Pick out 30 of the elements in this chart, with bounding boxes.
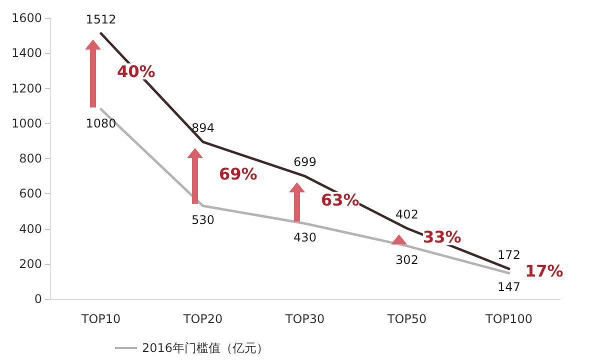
y-tick-label: 1600 <box>11 11 42 25</box>
data-label: 430 <box>294 230 316 244</box>
y-tick-label: 200 <box>19 256 42 271</box>
legend-label: 2016年门槛值（亿元） <box>142 341 269 355</box>
annotation: 69% <box>219 164 258 184</box>
y-tick-label: 1400 <box>11 46 42 60</box>
x-tick-label: TOP50 <box>386 312 427 326</box>
annotation: 17% <box>525 261 564 280</box>
annotation: 63% <box>321 190 360 210</box>
data-label: 699 <box>294 155 316 170</box>
y-tick-label: 600 <box>19 186 42 201</box>
y-tick-label: 1200 <box>11 81 42 96</box>
data-label: 1080 <box>86 116 116 130</box>
data-label: 530 <box>192 212 214 227</box>
annotation: 33% <box>423 228 462 247</box>
data-label: 147 <box>498 280 520 294</box>
y-tick-label: 400 <box>19 222 42 236</box>
data-label: 302 <box>396 252 418 267</box>
x-tick-label: TOP30 <box>284 312 325 326</box>
data-label: 172 <box>498 248 520 262</box>
x-tick-label: TOP100 <box>484 312 532 326</box>
x-tick-label: TOP20 <box>182 312 223 326</box>
y-tick-label: 0 <box>34 292 42 306</box>
y-tick-label: 1000 <box>11 116 42 130</box>
x-tick-label: TOP10 <box>80 312 121 326</box>
data-label: 1512 <box>86 12 116 26</box>
y-tick-label: 800 <box>19 152 42 166</box>
annotation: 40% <box>117 62 156 81</box>
data-label: 402 <box>396 207 418 222</box>
data-label: 894 <box>192 120 214 135</box>
